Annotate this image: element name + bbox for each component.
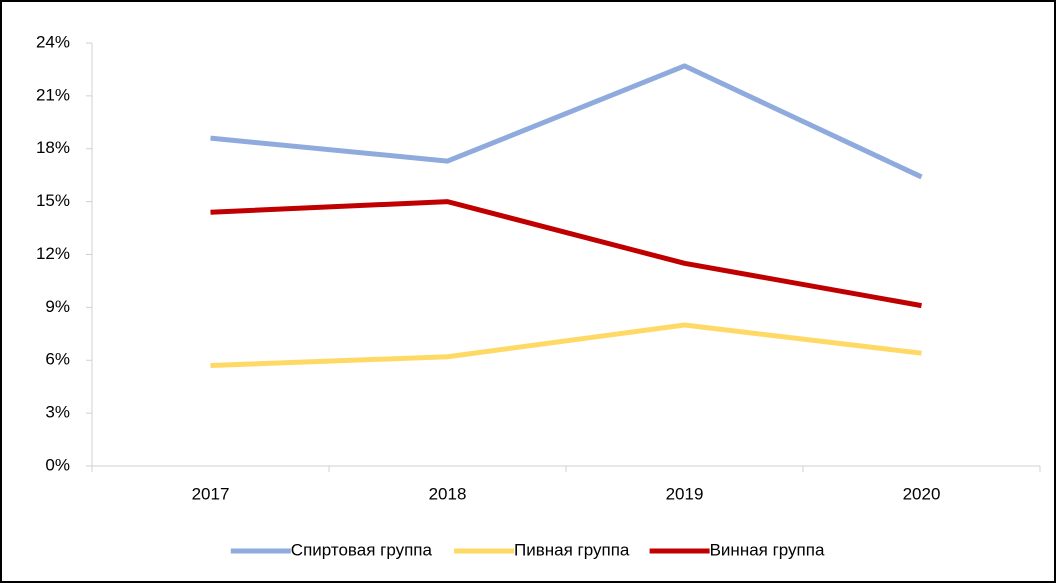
y-tick-label: 21% <box>36 85 70 104</box>
legend-label: Спиртовая группа <box>291 540 433 559</box>
x-tick-label: 2017 <box>192 484 230 503</box>
y-tick-label: 15% <box>36 191 70 210</box>
series-line <box>210 199 922 309</box>
y-tick-label: 0% <box>45 455 70 474</box>
y-tick-label: 12% <box>36 244 70 263</box>
y-tick-label: 18% <box>36 138 70 157</box>
x-tick-label: 2019 <box>666 484 704 503</box>
legend-label: Винная группа <box>710 540 825 559</box>
series-line <box>210 63 923 180</box>
x-tick-label: 2020 <box>903 484 941 503</box>
legend-label: Пивная группа <box>514 540 630 559</box>
y-tick-label: 24% <box>36 32 70 51</box>
series-line <box>210 322 922 369</box>
y-tick-label: 6% <box>45 350 70 369</box>
y-tick-label: 3% <box>45 403 70 422</box>
y-tick-label: 9% <box>45 297 70 316</box>
x-tick-label: 2018 <box>429 484 467 503</box>
